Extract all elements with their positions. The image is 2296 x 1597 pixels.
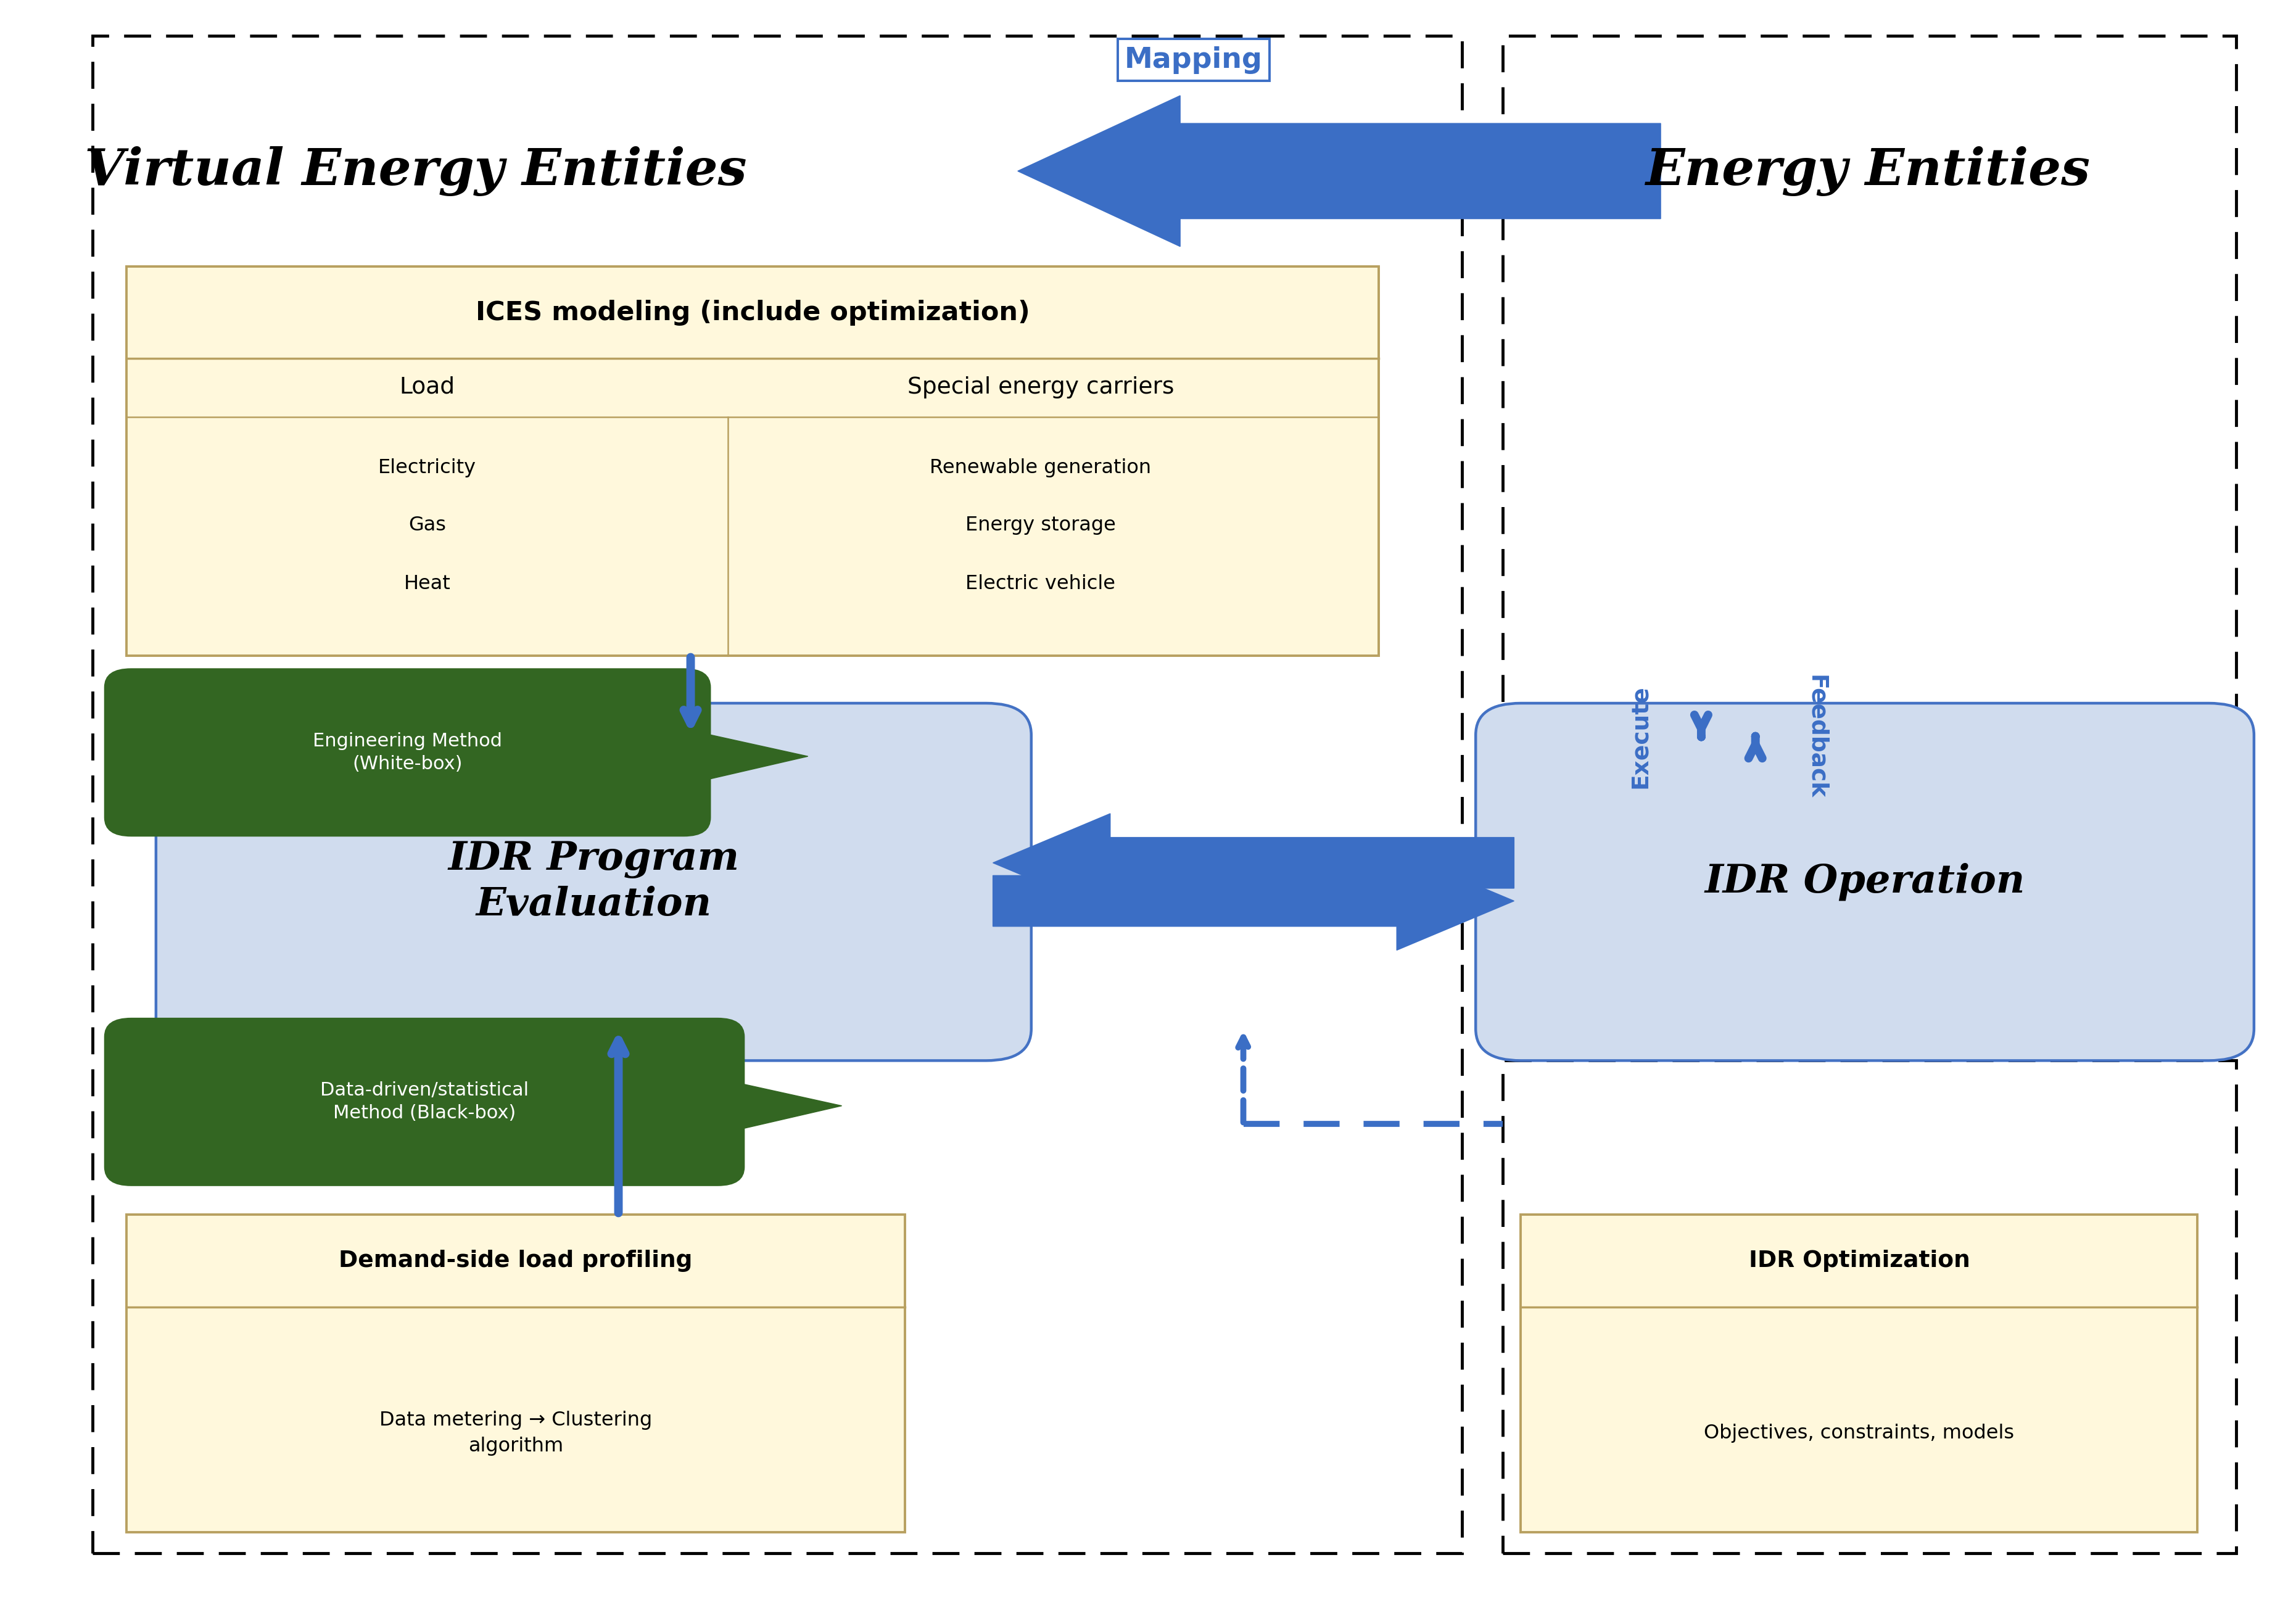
Bar <box>1502 1060 2236 1552</box>
Text: Electric vehicle: Electric vehicle <box>964 575 1116 594</box>
Text: Data-driven/statistical
Method (Black-box): Data-driven/statistical Method (Black-bo… <box>319 1081 528 1123</box>
Text: Gas: Gas <box>409 516 445 535</box>
Text: IDR Optimization: IDR Optimization <box>1747 1249 1970 1271</box>
Text: IDR Operation: IDR Operation <box>1704 862 2025 901</box>
FancyBboxPatch shape <box>156 703 1031 1060</box>
Text: Energy Entities: Energy Entities <box>1646 145 2089 196</box>
Text: Energy storage: Energy storage <box>964 516 1116 535</box>
FancyBboxPatch shape <box>1476 703 2252 1060</box>
Text: Feedback: Feedback <box>1805 674 1828 798</box>
Text: Demand-side load profiling: Demand-side load profiling <box>340 1249 693 1271</box>
Text: Mapping: Mapping <box>1125 46 1263 73</box>
Polygon shape <box>719 1078 843 1134</box>
Text: Data metering → Clustering
algorithm: Data metering → Clustering algorithm <box>379 1410 652 1455</box>
FancyArrow shape <box>1017 96 1660 246</box>
Text: Load: Load <box>400 375 455 398</box>
Text: ICES modeling (include optimization): ICES modeling (include optimization) <box>475 300 1029 326</box>
Bar <box>92 37 1463 1552</box>
Polygon shape <box>684 728 808 786</box>
Text: Electricity: Electricity <box>379 458 475 478</box>
Bar <box>126 267 1378 655</box>
FancyArrow shape <box>992 813 1513 912</box>
Bar <box>1520 1215 2197 1533</box>
Bar <box>126 1215 905 1533</box>
FancyArrow shape <box>992 851 1513 950</box>
FancyBboxPatch shape <box>103 1017 744 1187</box>
Text: IDR Program
Evaluation: IDR Program Evaluation <box>448 840 739 923</box>
Text: Objectives, constraints, models: Objectives, constraints, models <box>1704 1423 2014 1442</box>
Bar <box>1502 37 2236 743</box>
Text: Virtual Energy Entities: Virtual Energy Entities <box>85 145 746 196</box>
Text: Execute: Execute <box>1628 685 1651 789</box>
Text: Engineering Method
(White-box): Engineering Method (White-box) <box>312 731 503 773</box>
Text: Heat: Heat <box>404 575 450 594</box>
Text: Special energy carriers: Special energy carriers <box>907 375 1173 398</box>
Text: Renewable generation: Renewable generation <box>930 458 1150 478</box>
FancyBboxPatch shape <box>103 668 712 837</box>
